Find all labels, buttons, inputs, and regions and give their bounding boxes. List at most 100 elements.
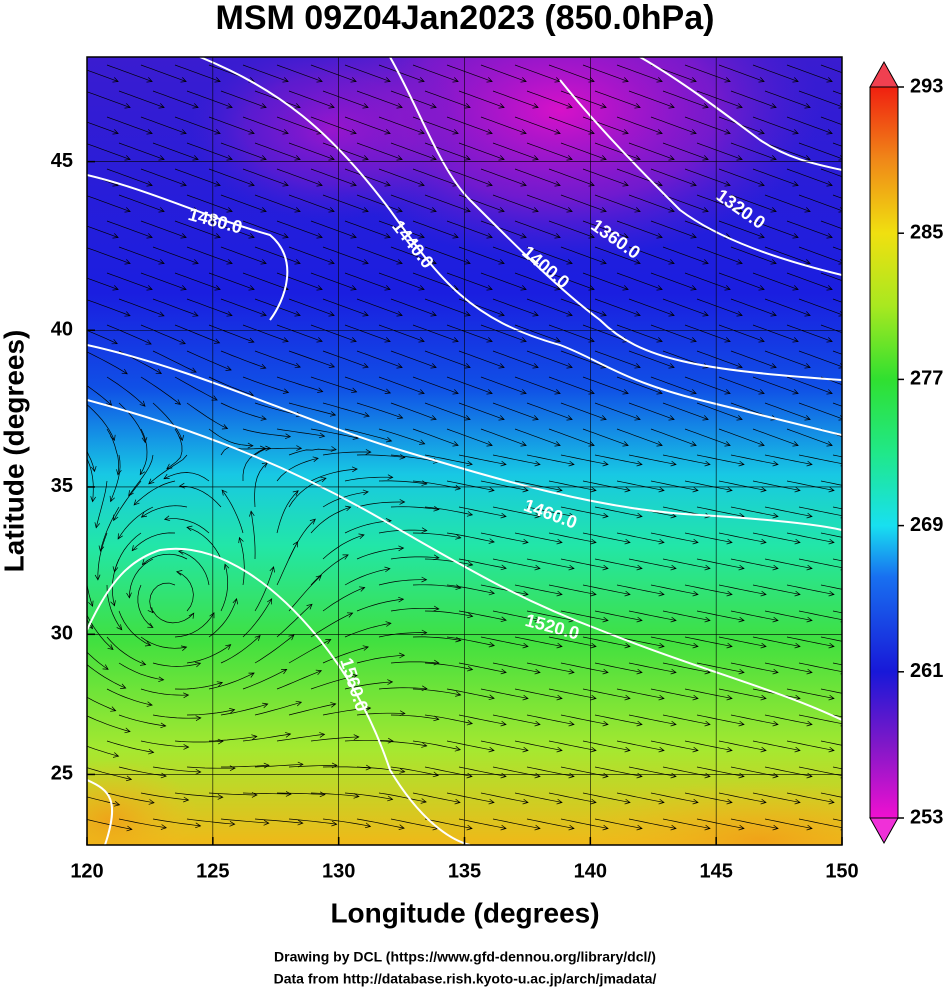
streamline	[616, 324, 663, 342]
x-tick-label: 135	[448, 860, 481, 882]
streamline-arrow	[433, 605, 440, 612]
streamline-arrow	[464, 363, 471, 369]
streamline	[662, 298, 709, 316]
streamline	[424, 298, 471, 316]
streamline-arrow	[520, 233, 527, 239]
streamline-arrow	[328, 259, 335, 265]
y-tick-label: 40	[51, 319, 73, 341]
streamline	[832, 714, 842, 718]
streamline-arrow	[362, 103, 369, 109]
streamline	[684, 532, 733, 543]
streamline	[492, 818, 541, 829]
streamline	[820, 532, 842, 538]
streamline	[288, 194, 335, 212]
streamline-arrow	[600, 207, 607, 213]
streamline-arrow	[94, 574, 101, 581]
streamline	[730, 298, 777, 316]
streamline	[276, 116, 323, 134]
streamline	[560, 90, 607, 108]
streamline-arrow	[520, 181, 527, 187]
streamline	[254, 90, 301, 108]
streamline	[106, 220, 153, 238]
streamline-arrow	[384, 77, 391, 83]
streamline-arrow	[328, 207, 335, 213]
streamline	[152, 402, 183, 441]
streamline-arrow	[260, 207, 267, 213]
streamline-arrow	[209, 612, 215, 619]
streamline	[820, 272, 842, 282]
streamline	[208, 428, 253, 447]
streamline	[118, 714, 166, 727]
streamline	[684, 272, 731, 290]
streamline	[242, 447, 271, 481]
streamline	[650, 168, 697, 186]
streamline	[310, 64, 357, 82]
streamline-arrow	[760, 538, 767, 545]
streamline-arrow	[91, 465, 97, 473]
x-tick-label: 125	[196, 860, 229, 882]
streamline	[288, 575, 322, 612]
streamline	[764, 714, 813, 725]
streamline-arrow	[126, 592, 132, 599]
streamline	[95, 480, 108, 528]
streamline-arrow	[225, 365, 232, 371]
streamline	[582, 740, 631, 751]
streamline	[752, 428, 799, 446]
streamline	[220, 194, 267, 212]
y-tick-label: 45	[51, 150, 73, 172]
streamline-arrow	[690, 389, 697, 395]
streamline-arrow	[500, 512, 507, 519]
streamline-arrow	[566, 155, 573, 161]
streamline-arrow	[702, 259, 709, 265]
streamline	[322, 707, 371, 716]
streamline	[142, 553, 188, 565]
streamline	[786, 688, 835, 699]
streamline	[548, 64, 595, 82]
streamline	[594, 610, 643, 621]
streamline-arrow	[294, 155, 301, 161]
streamline-arrow	[488, 589, 495, 596]
streamline-arrow	[500, 720, 507, 727]
streamline	[356, 142, 403, 160]
streamline	[560, 714, 609, 725]
streamline-arrow	[566, 415, 573, 421]
streamline-arrow	[794, 798, 801, 805]
streamline	[832, 454, 842, 458]
streamline	[378, 632, 427, 638]
streamline-arrow	[248, 337, 255, 344]
streamline	[118, 662, 164, 681]
streamline	[730, 194, 777, 212]
streamline-arrow	[113, 514, 119, 522]
streamline	[276, 220, 323, 238]
streamline	[356, 350, 403, 368]
streamline	[650, 532, 699, 543]
streamline	[390, 194, 437, 212]
streamline-arrow	[758, 233, 765, 239]
streamline-arrow	[804, 207, 811, 213]
streamline-arrow	[792, 389, 799, 395]
streamline	[718, 636, 767, 647]
streamline-arrow	[772, 668, 779, 675]
streamline	[322, 246, 369, 264]
streamline-arrow	[295, 700, 303, 707]
streamline	[356, 766, 405, 773]
x-tick-label: 145	[699, 860, 732, 882]
streamline-arrow	[186, 525, 193, 532]
streamline	[718, 740, 767, 751]
streamline	[152, 246, 199, 264]
streamline	[492, 194, 539, 212]
streamline	[118, 246, 165, 264]
streamline	[310, 272, 357, 290]
streamline-arrow	[658, 798, 665, 805]
streamline-arrow	[396, 413, 404, 420]
streamline	[378, 376, 425, 394]
streamline	[594, 142, 641, 160]
streamline	[798, 90, 842, 108]
streamline-arrow	[590, 746, 597, 753]
streamline	[239, 537, 245, 586]
streamline	[764, 662, 813, 673]
streamline-arrow	[692, 798, 699, 805]
streamline-arrow	[247, 442, 254, 449]
streamline	[276, 272, 323, 290]
streamline	[87, 91, 131, 108]
